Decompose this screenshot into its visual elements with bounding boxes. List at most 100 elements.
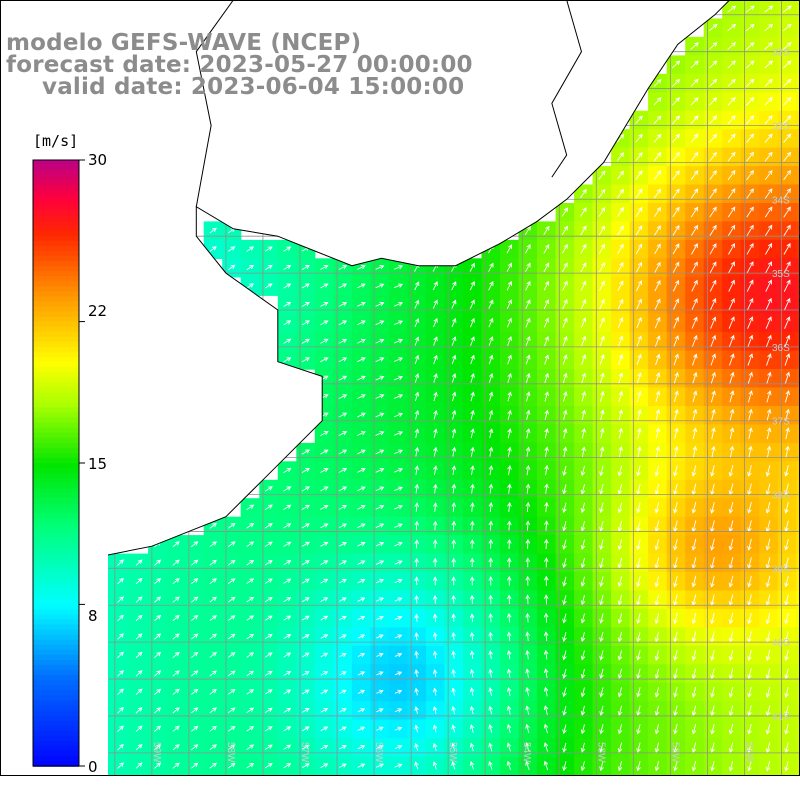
colorbar-segment <box>33 418 79 424</box>
speed-cell <box>352 591 371 610</box>
speed-cell <box>167 627 186 646</box>
colorbar-segment <box>33 756 79 762</box>
colorbar-segment <box>33 317 79 323</box>
colorbar-segment <box>33 286 79 292</box>
colorbar-segment <box>33 630 79 636</box>
colorbar-segment <box>33 433 79 439</box>
colorbar-segment <box>33 337 79 343</box>
speed-cell <box>352 554 371 573</box>
colorbar-segment <box>33 332 79 338</box>
speed-cell <box>759 240 778 259</box>
colorbar-segment <box>33 180 79 186</box>
colorbar-segment <box>33 190 79 196</box>
speed-cell <box>278 627 297 646</box>
colorbar-segment <box>33 165 79 171</box>
colorbar-segment <box>33 266 79 272</box>
speed-cell <box>259 554 278 573</box>
colorbar-segment <box>33 246 79 252</box>
colorbar-segment <box>33 640 79 646</box>
colorbar-tick-8: 8 <box>88 607 98 625</box>
lat-label: 39S <box>772 564 790 575</box>
colorbar-segment <box>33 705 79 711</box>
speed-cell <box>352 406 371 425</box>
speed-cell <box>667 240 686 259</box>
colorbar-segment <box>33 185 79 191</box>
speed-cell <box>259 277 278 296</box>
speed-cell <box>759 19 778 38</box>
speed-cell <box>667 74 686 93</box>
colorbar-segment <box>33 231 79 237</box>
colorbar-segment <box>33 695 79 701</box>
colorbar-segment <box>33 544 79 550</box>
speed-cell <box>167 701 186 720</box>
speed-cell <box>759 74 778 93</box>
colorbar-segment <box>33 731 79 737</box>
speed-cell <box>759 92 778 111</box>
colorbar-segment <box>33 650 79 656</box>
lat-label: 38S <box>772 491 790 502</box>
colorbar-segment <box>33 241 79 247</box>
colorbar-segment <box>33 589 79 595</box>
colorbar-segment <box>33 382 79 388</box>
lat-label: 37S <box>772 417 790 428</box>
colorbar-segment <box>33 721 79 727</box>
lat-label: 33S <box>772 121 790 132</box>
colorbar-segment <box>33 236 79 242</box>
speed-cell <box>167 591 186 610</box>
speed-cell <box>167 738 186 757</box>
colorbar-segment <box>33 428 79 434</box>
speed-cell <box>352 277 371 296</box>
colorbar-segment <box>33 276 79 282</box>
colorbar-segment <box>33 397 79 403</box>
colorbar-segment <box>33 559 79 565</box>
speed-cell <box>185 554 204 573</box>
colorbar-segment <box>33 620 79 626</box>
colorbar-segment <box>33 216 79 222</box>
lat-label: 35S <box>772 269 790 280</box>
colorbar-segment <box>33 468 79 474</box>
speed-cell <box>185 664 204 683</box>
colorbar-segment <box>33 312 79 318</box>
colorbar-segment <box>33 271 79 277</box>
speed-cell <box>185 627 204 646</box>
colorbar-segment <box>33 574 79 580</box>
colorbar-segment <box>33 685 79 691</box>
colorbar-segment <box>33 690 79 696</box>
speed-cell <box>667 203 686 222</box>
lat-label: 36S <box>772 343 790 354</box>
colorbar-segment <box>33 700 79 706</box>
colorbar-segment <box>33 342 79 348</box>
speed-cell <box>389 480 408 499</box>
colorbar-segment <box>33 534 79 540</box>
colorbar-segment <box>33 377 79 383</box>
speed-cell <box>759 166 778 185</box>
lon-label: 53W <box>595 742 606 763</box>
speed-cell <box>278 591 297 610</box>
colorbar-segment <box>33 205 79 211</box>
colorbar-segment <box>33 413 79 419</box>
colorbar-segment <box>33 599 79 605</box>
colorbar-segment <box>33 170 79 176</box>
speed-cell <box>296 554 315 573</box>
lat-label: 40S <box>772 638 790 649</box>
speed-cell <box>278 480 297 499</box>
speed-cell <box>778 92 797 111</box>
speed-cell <box>667 92 686 111</box>
speed-cell <box>296 517 315 536</box>
colorbar-segment <box>33 503 79 509</box>
colorbar-segment <box>33 660 79 666</box>
colorbar-segment <box>33 453 79 459</box>
colorbar-segment <box>33 347 79 353</box>
colorbar-segment <box>33 261 79 267</box>
colorbar-segment <box>33 478 79 484</box>
speed-cell <box>259 627 278 646</box>
colorbar-tick-0: 0 <box>88 758 98 776</box>
colorbar-segment <box>33 291 79 297</box>
speed-cell <box>370 443 389 462</box>
speed-cell <box>574 203 593 222</box>
colorbar-segment <box>33 645 79 651</box>
colorbar-segment <box>33 327 79 333</box>
colorbar-segment <box>33 625 79 631</box>
lon-label: 55W <box>447 742 458 763</box>
